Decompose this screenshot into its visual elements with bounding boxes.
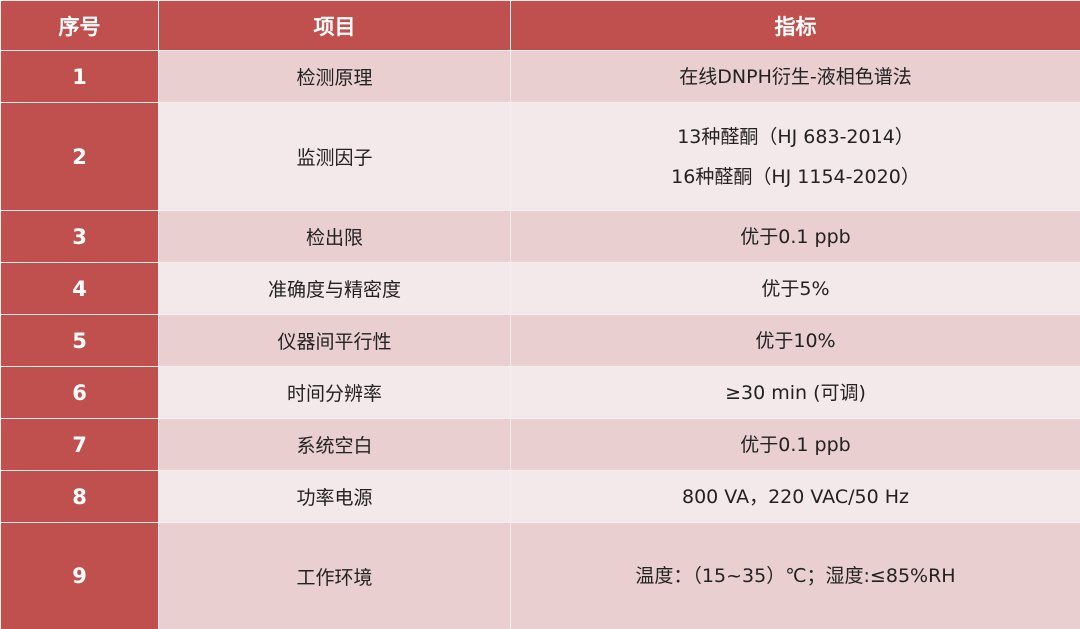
table-row: 5 仪器间平行性 优于10% <box>0 314 1080 367</box>
table-row: 2 监测因子 13种醛酮（HJ 683-2014） 16种醛酮（HJ 1154-202… <box>0 102 1080 211</box>
row-item: 准确度与精密度 <box>158 262 511 315</box>
row-item: 工作环境 <box>158 522 511 629</box>
row-number: 2 <box>0 102 159 211</box>
header-row: 序号 项目 指标 <box>0 0 1080 51</box>
row-number: 3 <box>0 210 159 263</box>
spec-line: 优于10% <box>755 329 836 352</box>
row-item: 时间分辨率 <box>158 366 511 419</box>
header-spec: 指标 <box>510 0 1080 51</box>
row-number: 6 <box>0 366 159 419</box>
row-spec: 在线DNPH衍生-液相色谱法 <box>510 50 1080 103</box>
row-item: 检测原理 <box>158 50 511 103</box>
row-number: 1 <box>0 50 159 103</box>
spec-line: 13种醛酮（HJ 683-2014） <box>677 125 914 148</box>
table-row: 1 检测原理 在线DNPH衍生-液相色谱法 <box>0 50 1080 103</box>
row-item: 监测因子 <box>158 102 511 211</box>
row-number: 4 <box>0 262 159 315</box>
spec-line: 优于0.1 ppb <box>740 225 851 248</box>
row-number: 8 <box>0 470 159 523</box>
spec-line: ≥30 min (可调) <box>725 381 866 404</box>
spec-line: 优于5% <box>761 277 830 300</box>
header-item: 项目 <box>158 0 511 51</box>
table-row: 7 系统空白 优于0.1 ppb <box>0 418 1080 471</box>
table-row: 9 工作环境 温度：（15~35）℃；湿度:≤85%RH <box>0 522 1080 629</box>
row-spec: 800 VA，220 VAC/50 Hz <box>510 470 1080 523</box>
row-number: 7 <box>0 418 159 471</box>
row-item: 功率电源 <box>158 470 511 523</box>
table-row: 4 准确度与精密度 优于5% <box>0 262 1080 315</box>
spec-line: 800 VA，220 VAC/50 Hz <box>682 485 909 508</box>
row-item: 检出限 <box>158 210 511 263</box>
header-no: 序号 <box>0 0 159 51</box>
table-row: 6 时间分辨率 ≥30 min (可调) <box>0 366 1080 419</box>
row-number: 5 <box>0 314 159 367</box>
row-item: 系统空白 <box>158 418 511 471</box>
row-spec: 优于0.1 ppb <box>510 418 1080 471</box>
row-number: 9 <box>0 522 159 629</box>
row-spec: 13种醛酮（HJ 683-2014） 16种醛酮（HJ 1154-2020） <box>510 102 1080 211</box>
row-spec: ≥30 min (可调) <box>510 366 1080 419</box>
row-spec: 优于5% <box>510 262 1080 315</box>
spec-line: 16种醛酮（HJ 1154-2020） <box>671 165 920 188</box>
spec-line: 温度：（15~35）℃；湿度:≤85%RH <box>635 565 956 587</box>
row-spec: 温度：（15~35）℃；湿度:≤85%RH <box>510 522 1080 629</box>
row-spec: 优于10% <box>510 314 1080 367</box>
row-spec: 优于0.1 ppb <box>510 210 1080 263</box>
spec-line: 优于0.1 ppb <box>740 433 851 456</box>
row-item: 仪器间平行性 <box>158 314 511 367</box>
table-row: 3 检出限 优于0.1 ppb <box>0 210 1080 263</box>
spec-line: 在线DNPH衍生-液相色谱法 <box>679 65 912 88</box>
table-row: 8 功率电源 800 VA，220 VAC/50 Hz <box>0 470 1080 523</box>
